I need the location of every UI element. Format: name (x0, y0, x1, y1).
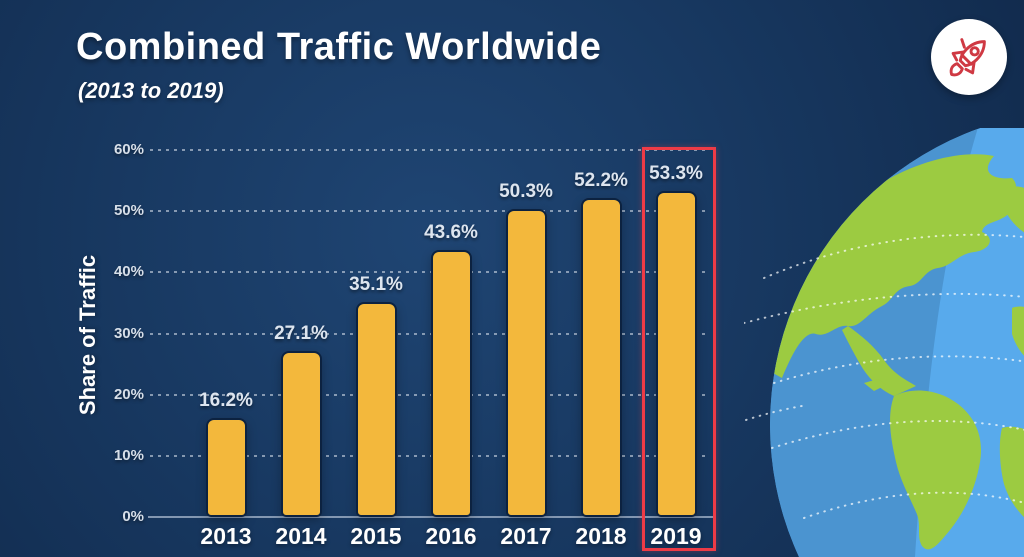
bar-value-label: 27.1% (274, 323, 328, 345)
x-axis-label-2013: 2013 (200, 523, 252, 549)
bar-value-label: 43.6% (424, 222, 478, 244)
bar-2018 (580, 197, 622, 517)
bar-value-label: 52.2% (574, 169, 628, 191)
bar-2016 (430, 250, 472, 517)
rocket-icon (949, 38, 986, 77)
bar-2019 (655, 190, 697, 517)
bar-2014 (280, 351, 322, 517)
page-subtitle: (2013 to 2019) (78, 78, 224, 103)
earth-globe-illustration (744, 128, 1024, 557)
gridline (150, 149, 706, 151)
bar-2013 (205, 417, 247, 517)
gridline (150, 332, 706, 335)
x-axis-label-2019: 2019 (650, 523, 702, 549)
y-axis-tick-label: 60% (113, 141, 144, 158)
gridline (150, 393, 706, 396)
x-axis-line (148, 516, 714, 518)
gridline (150, 271, 706, 274)
y-axis-tick-label: 20% (113, 385, 144, 403)
y-axis-tick-label: 40% (113, 263, 144, 281)
y-axis-tick-label: 50% (113, 202, 144, 220)
gridline (150, 210, 706, 213)
bar-value-label: 50.3% (499, 181, 553, 203)
y-axis-tick-label: 10% (113, 446, 144, 464)
bar-value-label: 53.3% (649, 162, 703, 184)
bar-value-label: 16.2% (199, 389, 253, 411)
x-axis-label-2016: 2016 (425, 523, 477, 549)
y-axis-tick-label: 0% (122, 508, 144, 525)
page-title: Combined Traffic Worldwide (76, 26, 602, 68)
x-axis-label-2018: 2018 (575, 523, 627, 549)
x-axis-label-2014: 2014 (275, 523, 327, 549)
highlight-box-2019 (642, 147, 716, 551)
flight-path-dotted-arcs (744, 233, 1024, 519)
x-axis-label-2017: 2017 (500, 523, 552, 549)
bar-2015 (355, 302, 397, 517)
gridline (150, 454, 706, 457)
globe (770, 128, 1024, 557)
x-axis-label-2015: 2015 (350, 523, 402, 549)
rocket-badge (931, 19, 1007, 95)
bar-2017 (505, 209, 547, 517)
bar-value-label: 35.1% (349, 274, 403, 296)
y-axis-tick-label: 30% (113, 324, 144, 342)
